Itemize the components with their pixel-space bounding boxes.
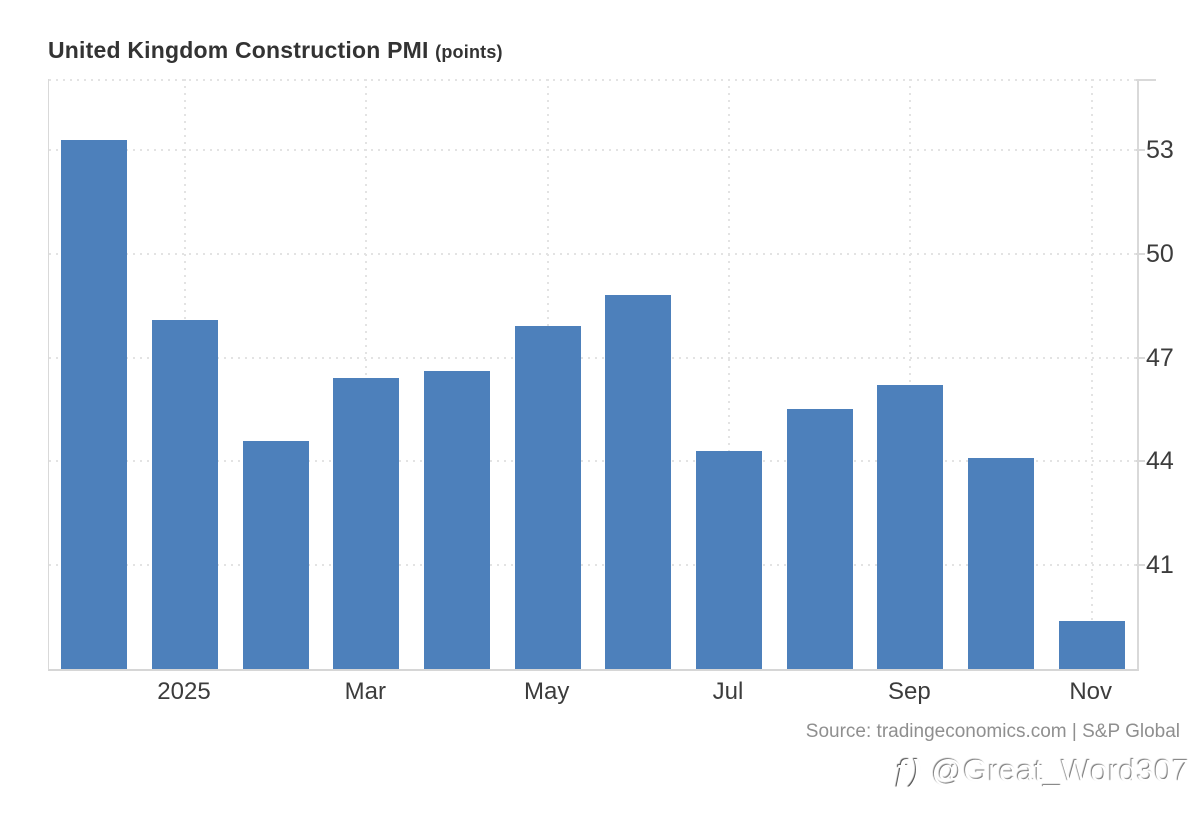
y-tick-label: 41 (1146, 551, 1174, 580)
bar-nov-2025[interactable] (1058, 620, 1125, 669)
y-tick-label: 47 (1146, 343, 1174, 372)
x-tick-label: May (523, 678, 570, 705)
y-gridline (49, 252, 1137, 255)
y-tick-mark (1136, 460, 1145, 463)
y-tick-label: 44 (1146, 447, 1174, 476)
chart-title-unit: (points) (435, 42, 503, 62)
y-gridline (49, 460, 1137, 463)
y-gridline (49, 148, 1137, 151)
bar-dec-2024[interactable] (61, 139, 128, 669)
bar-jul-2025[interactable] (696, 451, 762, 669)
x-tick-label: Sep (887, 678, 931, 705)
bar-jun-2025[interactable] (605, 295, 672, 669)
chart-title: United Kingdom Construction PMI (points) (48, 37, 503, 64)
y-gridline (49, 356, 1137, 359)
bar-oct-2025[interactable] (968, 457, 1034, 669)
bar-apr-2025[interactable] (424, 371, 490, 669)
bar-mar-2025[interactable] (333, 378, 400, 669)
watermark-handle: @Great_Word307 (931, 753, 1190, 788)
x-gridline (728, 79, 730, 669)
bar-may-2025[interactable] (514, 326, 581, 669)
bar-feb-2025[interactable] (242, 440, 309, 669)
y-tick-label: 50 (1146, 239, 1174, 268)
bar-sep-2025[interactable] (877, 385, 944, 669)
plot-top-border (49, 79, 1137, 81)
x-tick-label: Mar (344, 678, 386, 705)
y-tick-mark (1136, 148, 1145, 151)
x-tick-label: 2025 (157, 678, 211, 705)
bar-aug-2025[interactable] (786, 409, 853, 669)
x-tick-label: Jul (712, 678, 744, 705)
watermark: ƒ) @Great_Word307 (893, 753, 1190, 789)
source-attribution: Source: tradingeconomics.com | S&P Globa… (805, 721, 1180, 742)
x-gridline (909, 79, 912, 669)
y-gridline (49, 564, 1137, 567)
y-tick-mark (1136, 356, 1145, 359)
x-tick-label: Nov (1069, 678, 1112, 705)
y-tick-mark (1136, 252, 1145, 255)
chart-title-text: United Kingdom Construction PMI (48, 37, 429, 63)
axis-corner-tick (1136, 79, 1156, 81)
bar-jan-2025[interactable] (152, 319, 218, 669)
x-gridline (1090, 79, 1093, 669)
y-tick-mark (1136, 564, 1145, 567)
y-tick-label: 53 (1146, 135, 1174, 164)
watermark-app-icon: ƒ) (892, 753, 922, 788)
plot-area[interactable] (48, 79, 1139, 671)
x-gridline (365, 79, 368, 669)
